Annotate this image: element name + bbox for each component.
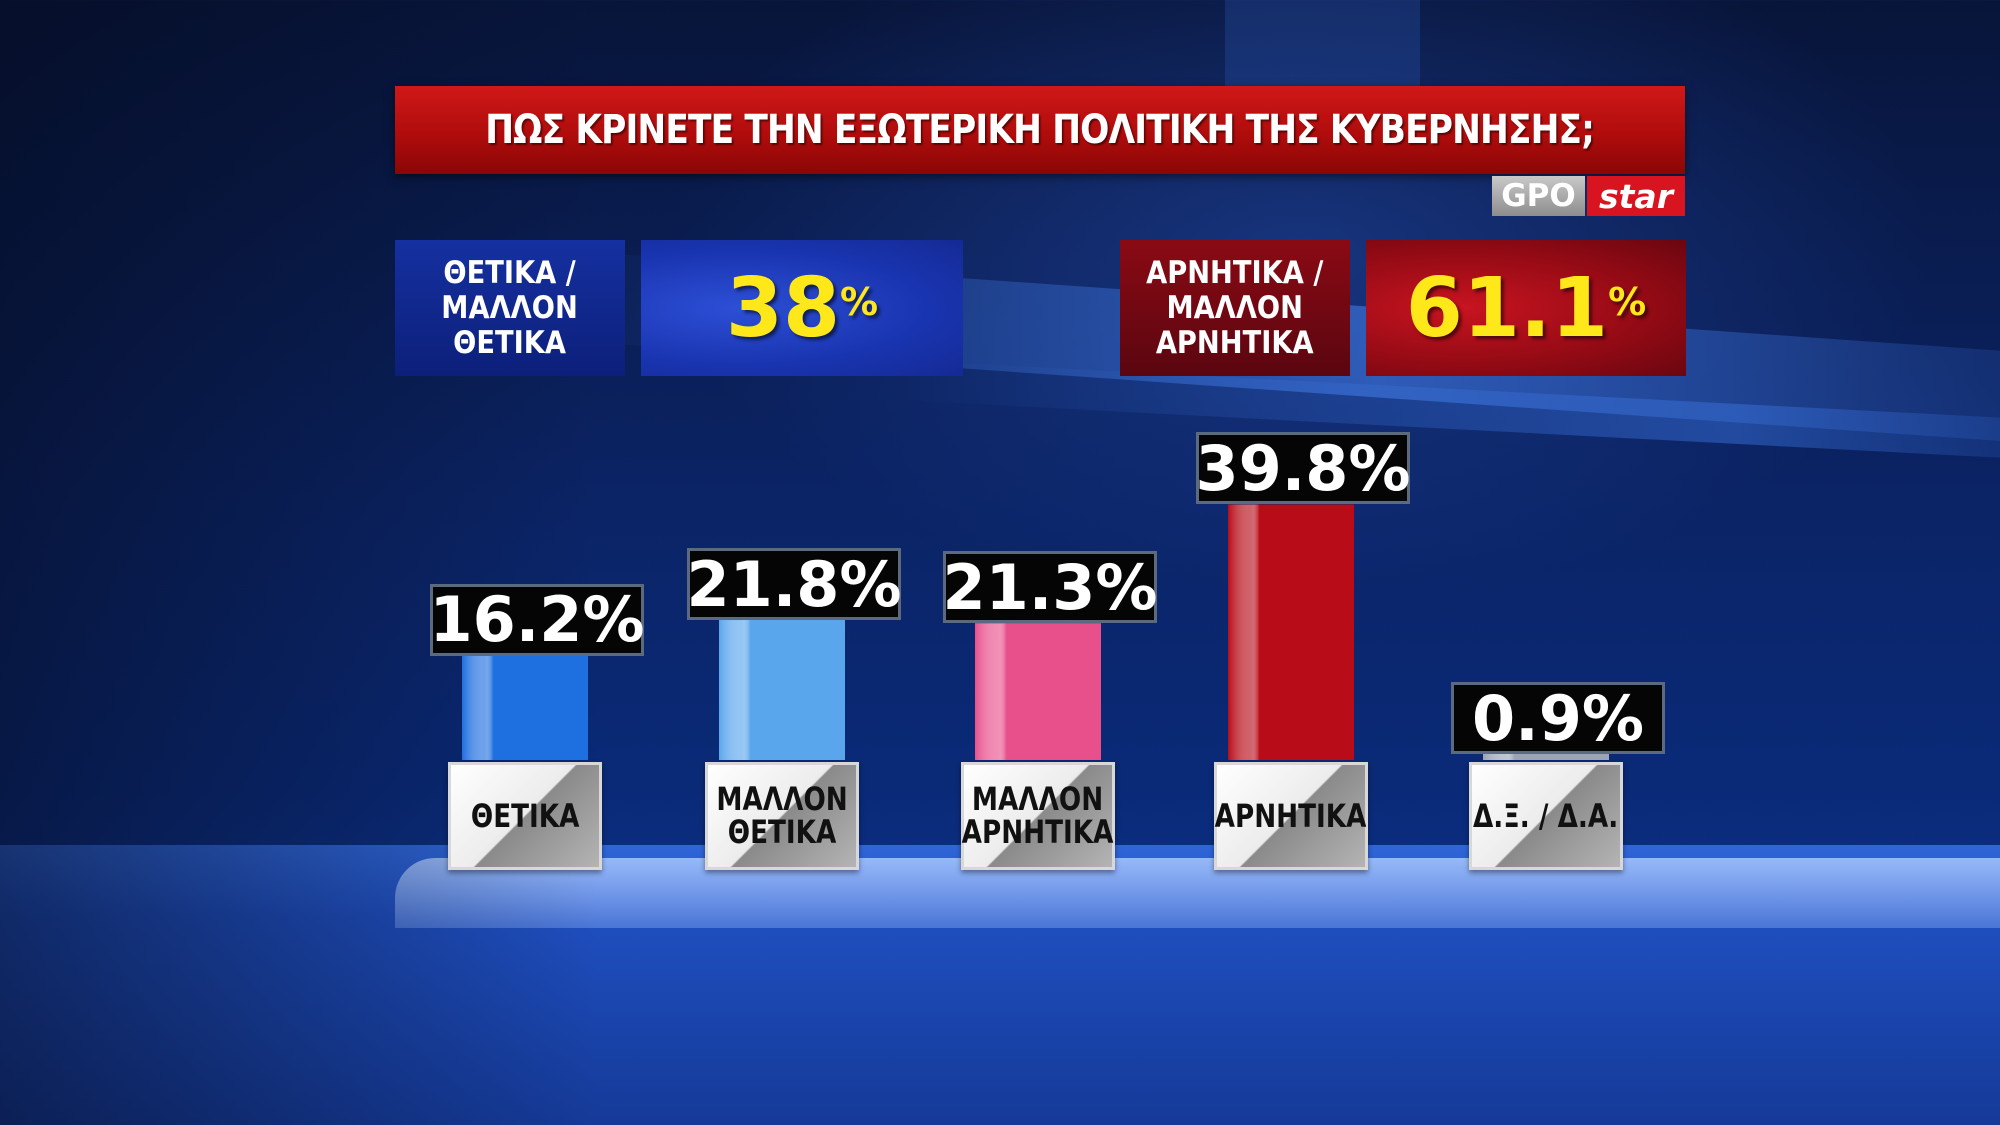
summary-negative-number: 61.1 bbox=[1405, 260, 1609, 356]
summary-negative-unit: % bbox=[1608, 280, 1647, 324]
summary-positive-label-line: ΘΕΤΙΚΑ bbox=[453, 324, 567, 361]
bar-category-label-line: ΜΑΛΛΟΝ bbox=[972, 780, 1104, 818]
summary-negative-label-line: ΜΑΛΛΟΝ bbox=[1166, 289, 1304, 326]
bar-category-label-line: ΜΑΛΛΟΝ bbox=[716, 780, 848, 818]
bar-value-label: 21.8% bbox=[686, 547, 902, 621]
bar-shine bbox=[462, 655, 588, 760]
star-logo: star bbox=[1587, 176, 1685, 216]
summary-negative-label: ΑΡΝΗΤΙΚΑ / ΜΑΛΛΟΝ ΑΡΝΗΤΙΚΑ bbox=[1120, 240, 1350, 376]
summary-negative-label-line: ΑΡΝΗΤΙΚΑ / bbox=[1146, 254, 1324, 291]
summary-positive-label-line: ΜΑΛΛΟΝ bbox=[441, 289, 579, 326]
bar-category-label: Δ.Ξ. / Δ.Α. bbox=[1469, 762, 1623, 870]
bar-category-label: ΜΑΛΛΟΝ ΘΕΤΙΚΑ bbox=[705, 762, 859, 870]
bar-category-label-line: ΘΕΤΙΚΑ bbox=[727, 813, 837, 851]
chart-title: ΠΩΣ ΚΡΙΝΕΤΕ ΤΗΝ ΕΞΩΤΕΡΙΚΗ ΠΟΛΙΤΙΚΗ ΤΗΣ Κ… bbox=[485, 107, 1596, 153]
bar-value-label: 0.9% bbox=[1451, 682, 1665, 755]
summary-positive-number: 38 bbox=[725, 260, 841, 356]
summary-positive-label: ΘΕΤΙΚΑ / ΜΑΛΛΟΝ ΘΕΤΙΚΑ bbox=[395, 240, 625, 376]
summary-negative-value: 61.1% bbox=[1366, 240, 1686, 376]
bar-category-label: ΘΕΤΙΚΑ bbox=[448, 762, 602, 870]
summary-positive-value: 38% bbox=[641, 240, 963, 376]
bar-shine bbox=[975, 623, 1101, 760]
bar-category-label: ΜΑΛΛΟΝ ΑΡΝΗΤΙΚΑ bbox=[961, 762, 1115, 870]
bar-category-label-line: ΘΕΤΙΚΑ bbox=[470, 796, 580, 835]
summary-positive-label-line: ΘΕΤΙΚΑ / bbox=[443, 254, 577, 291]
bar-category-label: ΑΡΝΗΤΙΚΑ bbox=[1214, 762, 1368, 870]
bar-category-label-line: ΑΡΝΗΤΙΚΑ bbox=[1215, 796, 1367, 835]
bar-shine bbox=[1228, 504, 1354, 760]
summary-positive-unit: % bbox=[840, 280, 879, 324]
bar-category-label-line: ΑΡΝΗΤΙΚΑ bbox=[962, 813, 1114, 851]
bar-value-label: 21.3% bbox=[942, 550, 1158, 624]
summary-negative-label-line: ΑΡΝΗΤΙΚΑ bbox=[1156, 324, 1314, 361]
gpo-logo: GPO bbox=[1492, 176, 1585, 216]
bar-shine bbox=[719, 620, 845, 760]
bar-shine bbox=[1483, 754, 1609, 760]
bar-value-label: 16.2% bbox=[429, 583, 645, 657]
bar-value-label: 39.8% bbox=[1195, 431, 1411, 505]
bar-category-label-line: Δ.Ξ. / Δ.Α. bbox=[1473, 796, 1619, 835]
title-bar: ΠΩΣ ΚΡΙΝΕΤΕ ΤΗΝ ΕΞΩΤΕΡΙΚΗ ΠΟΛΙΤΙΚΗ ΤΗΣ Κ… bbox=[395, 86, 1685, 174]
